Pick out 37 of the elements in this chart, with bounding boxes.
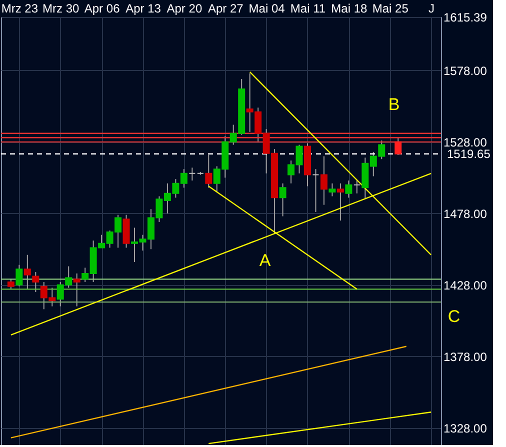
- candlestick: [7, 278, 14, 290]
- candlestick: [279, 182, 286, 217]
- candlestick: [353, 180, 360, 194]
- y-tick-label: 1615.39: [444, 10, 488, 24]
- annotation: A: [259, 251, 272, 270]
- x-tick-label: Apr 20: [166, 2, 202, 16]
- candlestick: [394, 137, 402, 156]
- candlestick: [312, 168, 320, 212]
- candlestick: [328, 182, 336, 197]
- x-tick-label: Apr 06: [84, 2, 120, 16]
- y-tick-label: 1428.00: [444, 278, 488, 292]
- y-tick-label: 1378.00: [444, 350, 488, 364]
- candlestick: [345, 180, 352, 198]
- x-tick-label: Mai 04: [248, 2, 286, 16]
- candlestick: [320, 156, 328, 206]
- candlestick: [24, 254, 31, 290]
- candlestick: [336, 182, 344, 222]
- annotation: B: [388, 95, 400, 114]
- y-tick-label: 1478.00: [444, 206, 488, 221]
- text: C: [448, 307, 460, 326]
- x-tick-label: Apr 27: [208, 2, 244, 16]
- candlestick: [188, 167, 196, 182]
- ref-line-label: 1519.65: [447, 146, 491, 161]
- candlestick: [205, 154, 212, 188]
- x-tick-label: Mai 11: [290, 2, 326, 16]
- candlestick: [32, 272, 40, 293]
- x-tick-label: Mrz 23: [1, 2, 38, 16]
- x-tick-label: Mrz 30: [42, 2, 80, 16]
- x-tick-label: J: [428, 2, 435, 16]
- candlestick: [73, 272, 80, 307]
- y-tick-label: 1528.00: [444, 135, 488, 150]
- x-tick-label: Apr 13: [126, 2, 162, 16]
- x-tick-label: Mai 18: [331, 2, 368, 16]
- y-tick-label: 1578.00: [444, 64, 488, 78]
- candlestick: [16, 264, 23, 287]
- y-tick-label: 1328.00: [444, 421, 488, 436]
- x-tick-label: Mai 25: [372, 2, 409, 16]
